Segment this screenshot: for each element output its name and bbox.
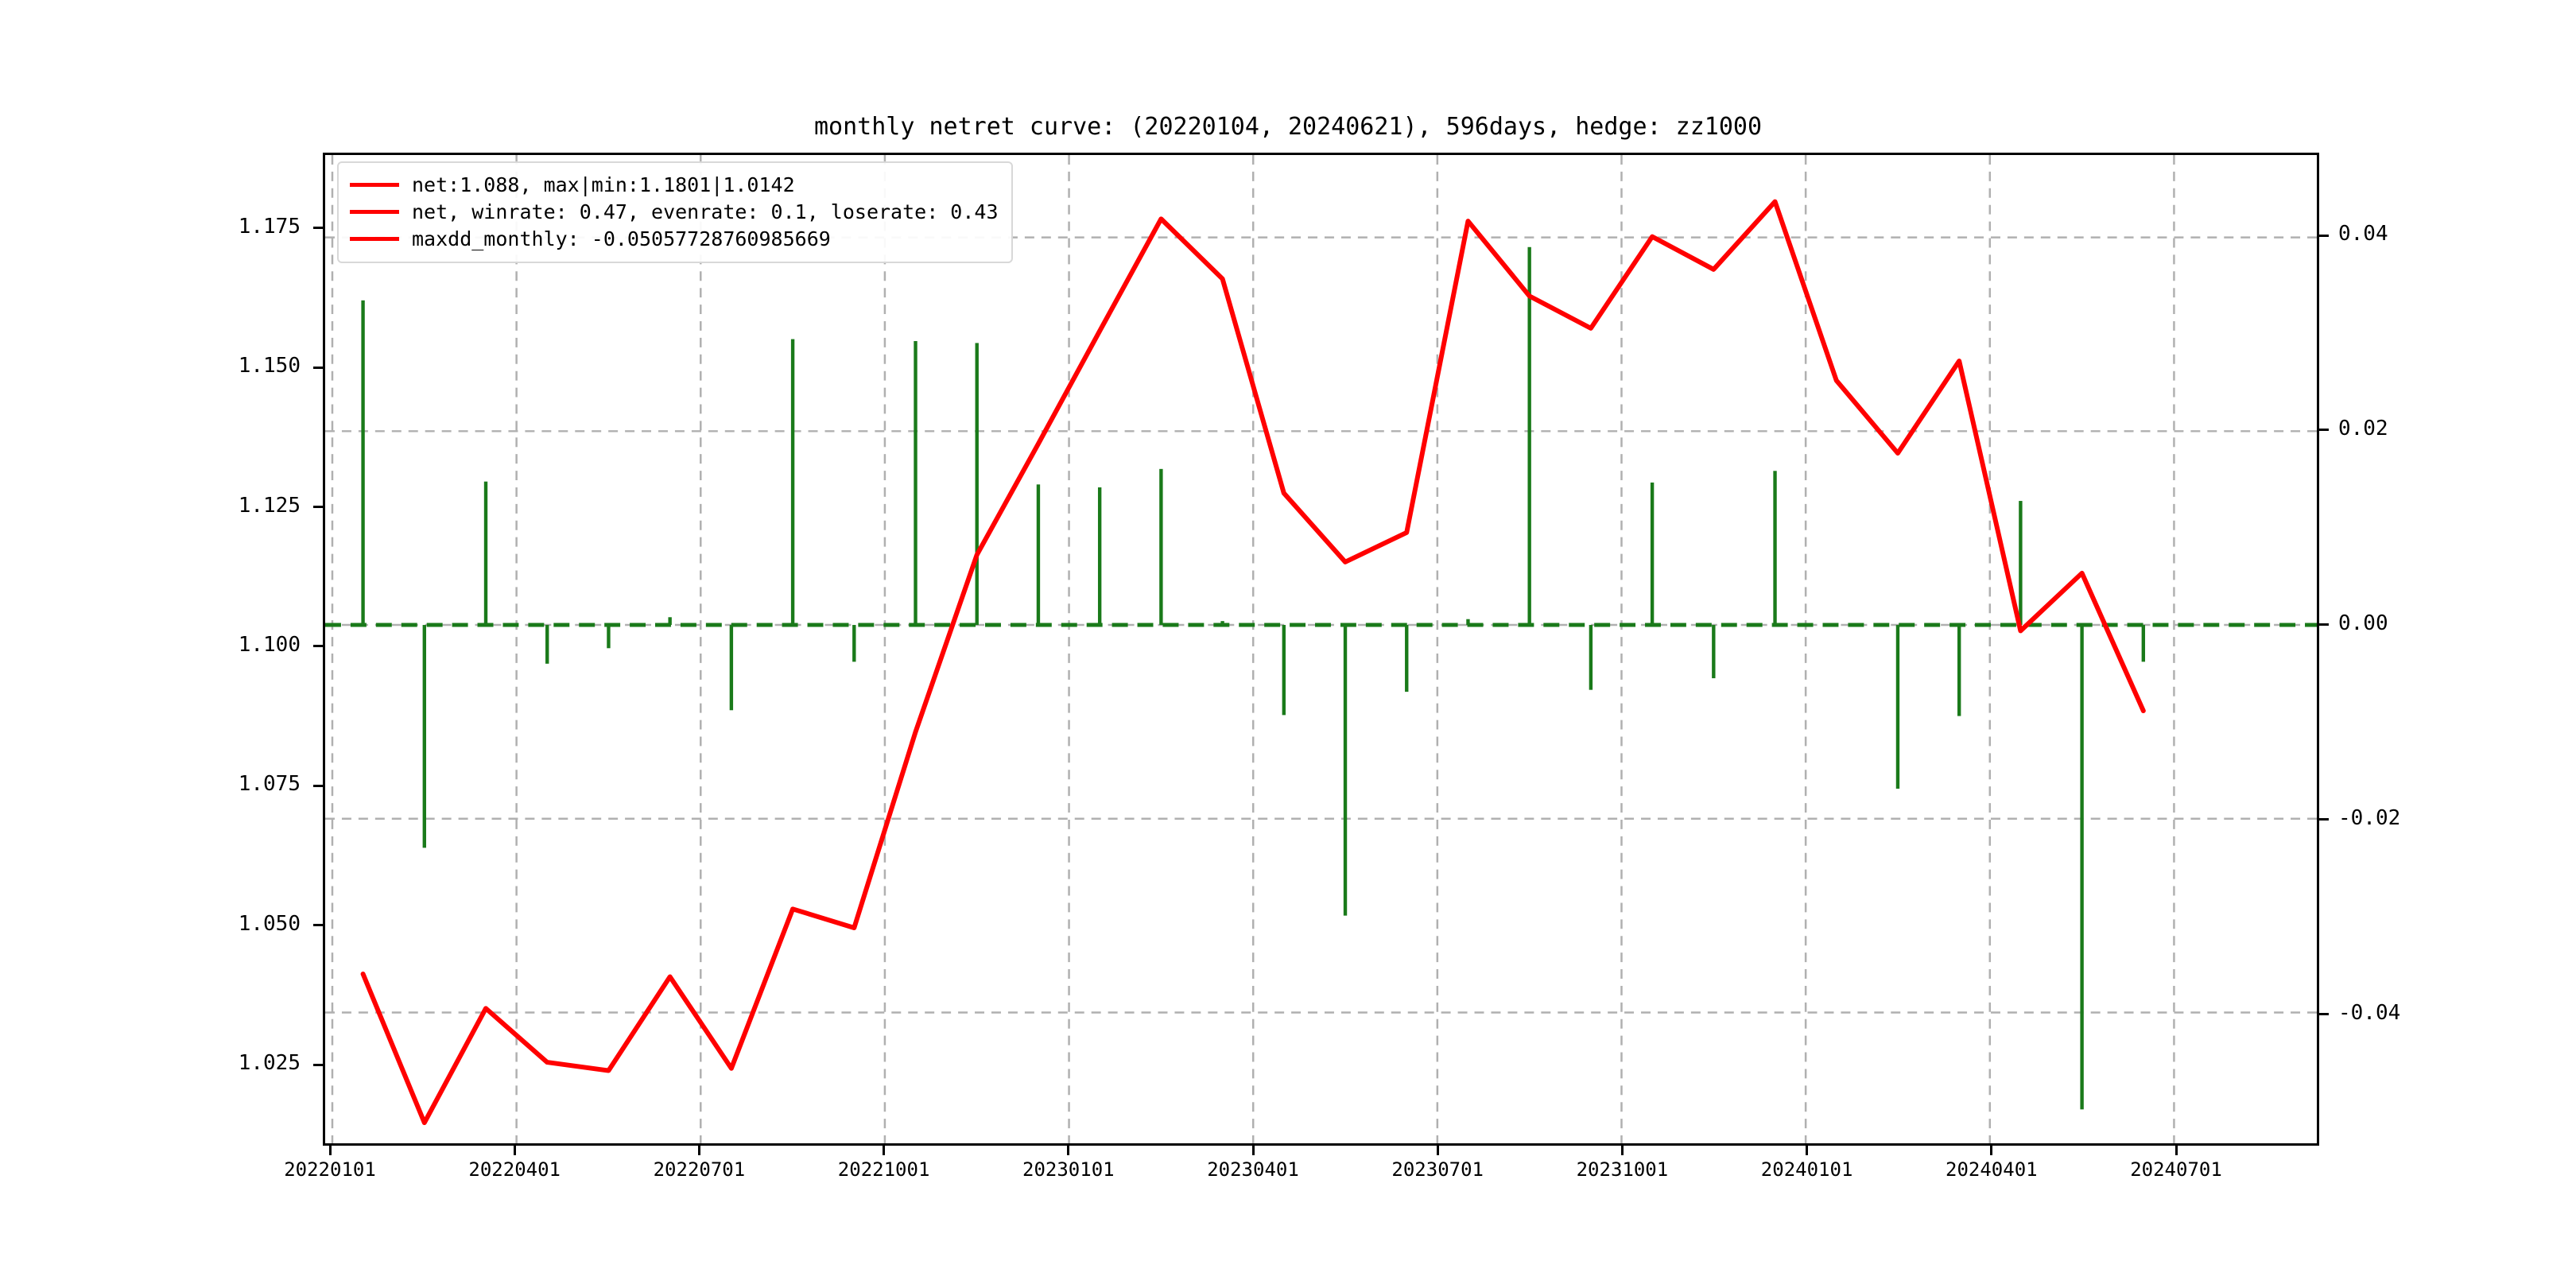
monthly-return-bar [361, 300, 365, 626]
x-axis-tick-label: 20240701 [2130, 1158, 2222, 1181]
y-axis-left-tick-label: 1.100 [238, 632, 301, 657]
legend-box: net:1.088, max|min:1.1801|1.0142 net, wi… [337, 161, 1013, 263]
monthly-return-bar [975, 343, 979, 626]
monthly-return-bar [2141, 625, 2146, 662]
y-axis-right-tick-mark [2319, 818, 2329, 821]
y-axis-right-tick-label: 0.02 [2338, 416, 2388, 440]
x-axis-tick-mark [1806, 1146, 1809, 1155]
x-axis-tick-label: 20220101 [284, 1158, 376, 1181]
y-axis-left-tick-mark [313, 227, 323, 230]
y-axis-left-tick-label: 1.075 [238, 772, 301, 797]
x-axis-tick-label: 20231001 [1576, 1158, 1669, 1181]
monthly-return-bar [852, 625, 856, 662]
x-axis-tick-mark [1251, 1146, 1255, 1155]
x-axis-tick-mark [513, 1146, 516, 1155]
y-axis-left-tick-mark [313, 506, 323, 509]
monthly-return-bar [422, 625, 426, 848]
legend-line-swatch-maxdd [350, 236, 399, 241]
monthly-return-bar [1405, 625, 1409, 692]
chart-title: monthly netret curve: (20220104, 2024062… [813, 113, 1763, 141]
x-axis-tick-mark [1067, 1146, 1070, 1155]
x-axis-tick-mark [1990, 1146, 1993, 1155]
monthly-return-bar [668, 617, 672, 626]
x-axis-tick-label: 20230101 [1022, 1158, 1115, 1181]
y-axis-left-tick-mark [313, 784, 323, 787]
y-axis-left-tick-label: 1.050 [238, 911, 301, 936]
legend-label-net: net:1.088, max|min:1.1801|1.0142 [412, 173, 795, 196]
legend-item: maxdd_monthly: -0.05057728760985669 [350, 225, 999, 252]
x-axis-tick-label: 20230701 [1391, 1158, 1484, 1181]
x-axis-tick-label: 20220701 [653, 1158, 746, 1181]
x-axis-tick-mark [328, 1146, 332, 1155]
monthly-return-bar [790, 339, 795, 626]
legend-line-swatch-winrate [350, 209, 399, 214]
y-axis-left-tick-label: 1.025 [238, 1051, 301, 1076]
plot-area [323, 153, 2319, 1146]
monthly-return-bar [1773, 471, 1777, 626]
monthly-return-bar [729, 625, 734, 711]
monthly-return-bar [545, 625, 549, 664]
x-axis-tick-mark [883, 1146, 886, 1155]
monthly-return-bar [1957, 625, 1961, 716]
monthly-return-bar [1712, 625, 1716, 679]
monthly-return-bar [483, 481, 488, 626]
x-axis-tick-mark [2174, 1146, 2178, 1155]
y-axis-left-tick-mark [313, 645, 323, 648]
y-axis-right-tick-mark [2319, 1013, 2329, 1016]
y-axis-right-tick-mark [2319, 623, 2329, 627]
monthly-return-bar [1589, 625, 1593, 690]
y-axis-left-tick-label: 1.125 [238, 493, 301, 518]
y-axis-left-tick-mark [313, 1063, 323, 1066]
monthly-return-bar [1097, 487, 1102, 626]
y-axis-right-tick-mark [2319, 234, 2329, 237]
x-axis-tick-label: 20240401 [1946, 1158, 2038, 1181]
y-axis-left-tick-mark [313, 924, 323, 927]
legend-label-maxdd: maxdd_monthly: -0.05057728760985669 [412, 227, 831, 250]
legend-item: net, winrate: 0.47, evenrate: 0.1, loser… [350, 198, 999, 225]
monthly-return-bar [1343, 625, 1348, 916]
y-axis-right-tick-label: -0.02 [2338, 805, 2401, 830]
y-axis-left-tick-mark [313, 366, 323, 369]
monthly-return-bar [2019, 501, 2023, 626]
monthly-return-bar [2080, 625, 2084, 1110]
monthly-return-bar [914, 340, 918, 626]
monthly-return-bar [1650, 482, 1655, 626]
monthly-return-bars [361, 246, 2146, 1110]
y-axis-left-tick-label: 1.150 [238, 354, 301, 378]
x-axis-tick-label: 20230401 [1207, 1158, 1299, 1181]
monthly-return-bar [1466, 619, 1470, 626]
monthly-return-bar [1282, 625, 1286, 716]
monthly-return-bar [607, 625, 611, 649]
x-axis-tick-mark [1620, 1146, 1624, 1155]
legend-line-swatch-net [350, 182, 399, 187]
x-axis-tick-label: 20240101 [1760, 1158, 1853, 1181]
gridlines [325, 155, 2317, 1143]
x-axis-tick-mark [697, 1146, 700, 1155]
x-axis-tick-label: 20221001 [837, 1158, 930, 1181]
monthly-return-bar [1036, 484, 1041, 626]
y-axis-right-tick-mark [2319, 429, 2329, 432]
y-axis-right-tick-label: 0.00 [2338, 611, 2388, 635]
monthly-return-bar [1159, 468, 1163, 626]
monthly-return-bar [1527, 246, 1531, 626]
y-axis-right-tick-label: 0.04 [2338, 222, 2388, 246]
plot-svg [325, 155, 2317, 1143]
y-axis-right-tick-label: -0.04 [2338, 1000, 2401, 1025]
legend-item: net:1.088, max|min:1.1801|1.0142 [350, 171, 999, 198]
legend-label-winrate: net, winrate: 0.47, evenrate: 0.1, loser… [412, 200, 999, 223]
x-axis-tick-mark [1436, 1146, 1439, 1155]
net-curve-line [360, 199, 2146, 1126]
y-axis-left-tick-label: 1.175 [238, 214, 301, 239]
monthly-return-bar [1895, 625, 1900, 789]
x-axis-tick-label: 20220401 [468, 1158, 561, 1181]
